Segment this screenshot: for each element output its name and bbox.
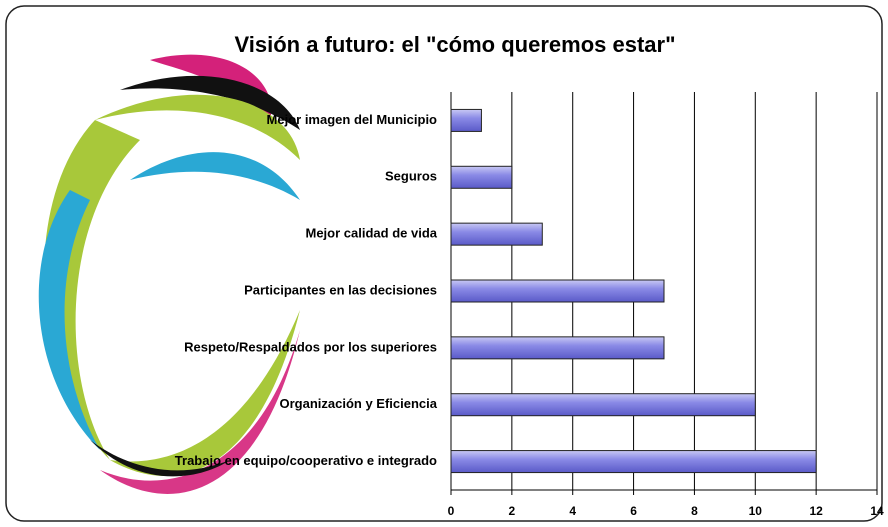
x-tick-label: 0 xyxy=(448,504,455,518)
bar xyxy=(450,222,543,246)
bar xyxy=(450,450,817,474)
decoration xyxy=(38,54,300,494)
bar xyxy=(450,279,665,303)
x-tick-label: 8 xyxy=(691,504,698,518)
y-tick-label: Trabajo en equipo/cooperativo e integrad… xyxy=(175,453,437,468)
x-tick-label: 14 xyxy=(870,504,884,518)
frame xyxy=(5,5,883,522)
bar xyxy=(450,108,482,132)
x-tick-label: 12 xyxy=(809,504,823,518)
y-tick-label: Participantes en las decisiones xyxy=(244,282,437,297)
x-tick-label: 6 xyxy=(630,504,637,518)
x-tick-label: 2 xyxy=(509,504,516,518)
y-tick-label: Respeto/Respaldados por los superiores xyxy=(184,339,437,354)
x-tick-label: 4 xyxy=(569,504,576,518)
y-tick-label: Mejor imagen del Municipio xyxy=(267,112,438,127)
bar xyxy=(450,336,665,360)
y-tick-label: Organización y Eficiencia xyxy=(280,396,438,411)
x-tick-label: 10 xyxy=(749,504,763,518)
bar xyxy=(450,165,513,189)
y-tick-label: Seguros xyxy=(385,169,437,184)
y-tick-label: Mejor calidad de vida xyxy=(306,226,438,241)
bar xyxy=(450,393,756,417)
chart-title: Visión a futuro: el "cómo queremos estar… xyxy=(235,32,676,57)
